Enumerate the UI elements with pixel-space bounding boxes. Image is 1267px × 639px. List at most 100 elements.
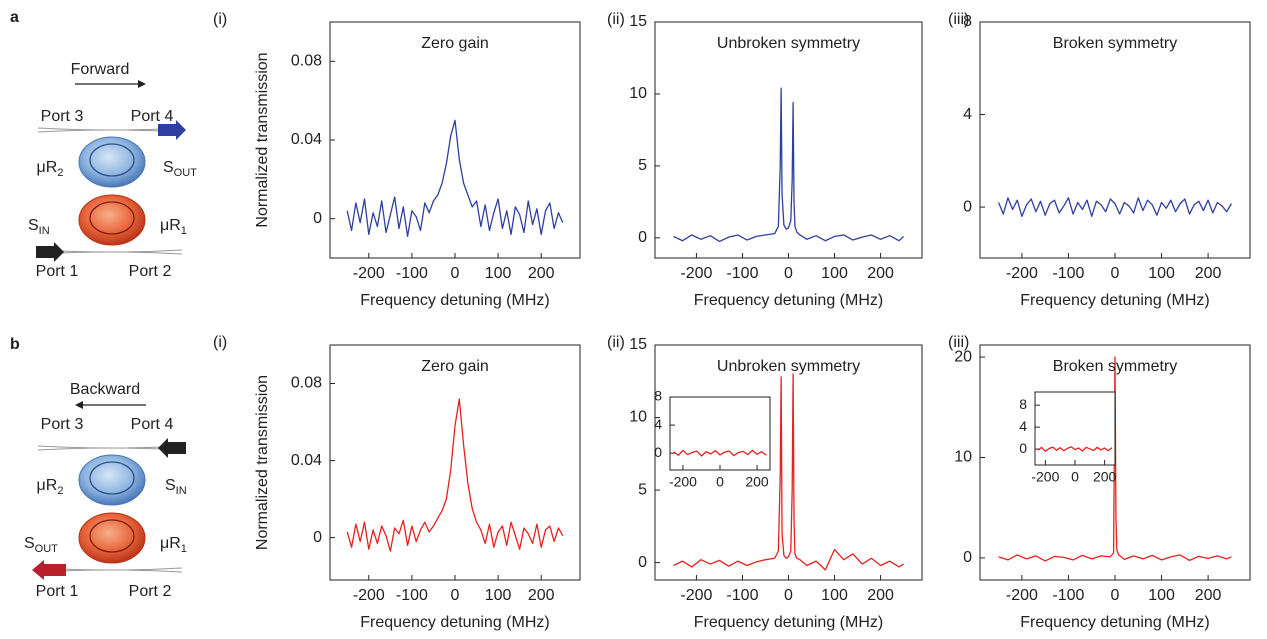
plot: -200 -100 0 100 200 0 5 10 15 Unbroken symmetry Fr…	[629, 13, 923, 309]
y-tick-label: 20	[954, 348, 972, 365]
x-tick-label: 200	[867, 265, 894, 282]
chart-title: Unbroken symmetry	[717, 358, 860, 375]
plot: -200 -100 0 100 200 0 4 8 Broken symmetry Frequen…	[963, 13, 1251, 309]
y-tick-label: 8	[654, 388, 662, 404]
x-tick-label: -200	[1006, 587, 1038, 604]
y-tick-label: 0	[638, 554, 647, 571]
x-tick-label: 200	[1195, 587, 1222, 604]
direction-label: Backward	[70, 381, 140, 398]
x-tick-label: -100	[726, 587, 758, 604]
plot-frame	[329, 344, 581, 581]
x-axis-label: Frequency detuning (MHz)	[1020, 614, 1209, 631]
x-axis-label: Frequency detuning (MHz)	[694, 292, 883, 309]
sub-panel-label: (i)	[213, 11, 227, 28]
panel-label: b	[10, 336, 20, 353]
y-tick-label: 0.04	[291, 452, 322, 469]
x-tick-label: 200	[1195, 265, 1222, 282]
x-tick-label: 100	[1148, 265, 1175, 282]
x-tick-label: 100	[1148, 587, 1175, 604]
resonator-circulation	[89, 143, 135, 177]
plot-frame	[979, 21, 1251, 259]
output-arrow	[32, 560, 66, 580]
y-tick-label: 8	[963, 13, 972, 30]
plot: -200 -100 0 100 200 0 0.04 0.08 Zero gain Frequen…	[254, 21, 581, 309]
signal-label-sub: OUT	[174, 167, 198, 179]
plot: -200 -100 0 100 200 0 10 20 Broken symmetry Frequ…	[954, 344, 1251, 631]
x-tick-label: -200	[669, 474, 697, 490]
inset: -200 0 200 0 4 8	[654, 388, 771, 490]
y-tick-label: 10	[629, 85, 647, 102]
resonator-label-sub: 1	[181, 543, 187, 555]
x-tick-label: -100	[726, 265, 758, 282]
signal-label: SIN	[28, 217, 50, 237]
x-tick-label: 100	[821, 587, 848, 604]
x-axis-label: Frequency detuning (MHz)	[1020, 292, 1209, 309]
port-label: Port 3	[41, 108, 84, 125]
x-tick-label: 0	[451, 587, 460, 604]
resonator-label-sub: 2	[57, 485, 63, 497]
y-tick-label: 15	[629, 336, 647, 353]
trace	[673, 373, 904, 571]
y-axis-label: Normalized transmission	[254, 52, 271, 227]
signal-label-base: S	[163, 159, 174, 176]
x-tick-label: 100	[485, 265, 512, 282]
y-tick-label: 4	[654, 416, 662, 432]
resonator-circulation	[89, 201, 135, 235]
schematic: Forward Port 3 Port 4 μR2 SOUT SIN μR1 P…	[28, 61, 197, 280]
resonator-label-sub: 2	[57, 167, 63, 179]
resonator-circulation	[89, 461, 135, 495]
y-tick-label: 5	[638, 481, 647, 498]
signal-label-sub: IN	[39, 225, 50, 237]
direction-arrow-head	[138, 80, 146, 88]
x-tick-label: 100	[821, 265, 848, 282]
y-tick-label: 10	[629, 409, 647, 426]
x-axis-label: Frequency detuning (MHz)	[694, 614, 883, 631]
direction-label: Forward	[71, 61, 130, 78]
input-arrow	[158, 438, 186, 458]
x-tick-label: -100	[1052, 265, 1084, 282]
panel-label: a	[10, 9, 19, 26]
y-tick-label: 15	[629, 13, 647, 30]
resonator-label-base: μR	[160, 535, 181, 552]
x-tick-label: 0	[784, 587, 793, 604]
x-tick-label: -200	[353, 265, 385, 282]
x-tick-label: -200	[1006, 265, 1038, 282]
trace	[998, 356, 1232, 562]
port-label: Port 1	[36, 263, 79, 280]
x-tick-label: -200	[353, 587, 385, 604]
plot: -200 -100 0 100 200 0 0.04 0.08 Zero gain Frequen…	[254, 344, 581, 631]
signal-label-base: S	[165, 477, 176, 494]
resonator-label: μR1	[160, 217, 187, 237]
plot-frame	[1034, 391, 1116, 466]
signal-label-sub: OUT	[35, 543, 59, 555]
x-axis-label: Frequency detuning (MHz)	[360, 614, 549, 631]
trace	[346, 398, 564, 552]
port-label: Port 1	[36, 583, 79, 600]
y-tick-label: 0	[963, 549, 972, 566]
chart-title: Broken symmetry	[1053, 35, 1177, 52]
x-tick-label: -100	[396, 265, 428, 282]
signal-label: SIN	[165, 477, 187, 497]
port-label: Port 2	[129, 263, 172, 280]
y-tick-label: 5	[638, 157, 647, 174]
y-tick-label: 0	[963, 198, 972, 215]
y-tick-label: 0.08	[291, 53, 322, 70]
y-tick-label: 0	[313, 210, 322, 227]
x-tick-label: 200	[1093, 469, 1117, 485]
x-tick-label: 200	[528, 587, 555, 604]
trace	[346, 119, 564, 238]
resonator-label: μR2	[37, 477, 64, 497]
trace	[1037, 446, 1113, 452]
y-tick-label: 4	[1019, 418, 1027, 434]
sub-panel-label: (iii)	[948, 11, 969, 28]
resonator-label-base: μR	[160, 217, 181, 234]
x-tick-label: -200	[680, 265, 712, 282]
resonator-label: μR2	[37, 159, 64, 179]
signal-label-sub: IN	[176, 485, 187, 497]
y-axis-label: Normalized transmission	[254, 375, 271, 550]
port-label: Port 4	[131, 108, 174, 125]
x-tick-label: -100	[1052, 587, 1084, 604]
plot-frame	[654, 21, 923, 259]
x-tick-label: 0	[451, 265, 460, 282]
y-tick-label: 10	[954, 449, 972, 466]
